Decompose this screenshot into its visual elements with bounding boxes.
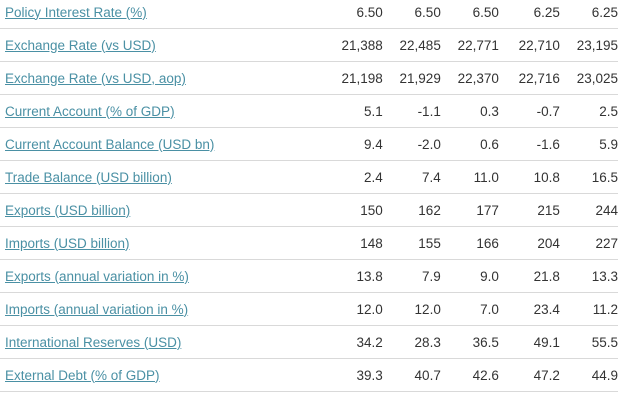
table-row: Current Account (% of GDP) 5.1 -1.1 0.3 … <box>0 94 618 128</box>
value-cell: 2.4 <box>324 160 383 194</box>
indicator-link-exchange-rate-aop[interactable]: Exchange Rate (vs USD, aop) <box>5 70 186 86</box>
value-cell: 10.8 <box>498 160 560 194</box>
row-label-cell: Imports (annual variation in %) <box>0 292 325 326</box>
value-cell: -2.0 <box>382 127 441 161</box>
value-cell: 0.3 <box>440 94 499 128</box>
row-label-cell: Current Account Balance (USD bn) <box>0 127 325 161</box>
row-label-cell: Current Account (% of GDP) <box>0 94 325 128</box>
value-cell: 21,929 <box>382 61 441 95</box>
value-cell: 49.1 <box>498 325 560 359</box>
indicator-link-current-account-gdp[interactable]: Current Account (% of GDP) <box>5 103 175 119</box>
table-row: Imports (annual variation in %) 12.0 12.… <box>0 292 618 326</box>
value-cell: 28.3 <box>382 325 441 359</box>
indicator-link-policy-interest-rate[interactable]: Policy Interest Rate (%) <box>5 4 147 20</box>
value-cell: 13.8 <box>324 259 383 293</box>
value-cell: 55.5 <box>559 325 618 359</box>
value-cell: 47.2 <box>498 358 560 392</box>
value-cell: 23,195 <box>559 28 618 62</box>
value-cell: 244 <box>559 193 618 227</box>
indicator-link-imports-variation[interactable]: Imports (annual variation in %) <box>5 301 189 317</box>
indicator-link-imports-usd[interactable]: Imports (USD billion) <box>5 235 130 251</box>
table-row: Current Account Balance (USD bn) 9.4 -2.… <box>0 127 618 161</box>
value-cell: 9.4 <box>324 127 383 161</box>
value-cell: 150 <box>324 193 383 227</box>
value-cell: 5.9 <box>559 127 618 161</box>
value-cell: 227 <box>559 226 618 260</box>
indicator-link-exports-usd[interactable]: Exports (USD billion) <box>5 202 131 218</box>
table-row: Trade Balance (USD billion) 2.4 7.4 11.0… <box>0 160 618 194</box>
value-cell: 204 <box>498 226 560 260</box>
value-cell: 22,710 <box>498 28 560 62</box>
table-row: Exports (annual variation in %) 13.8 7.9… <box>0 259 618 293</box>
value-cell: 9.0 <box>440 259 499 293</box>
value-cell: 34.2 <box>324 325 383 359</box>
row-label-cell: Imports (USD billion) <box>0 226 325 260</box>
value-cell: 12.0 <box>382 292 441 326</box>
value-cell: 21,388 <box>324 28 383 62</box>
value-cell: 7.4 <box>382 160 441 194</box>
value-cell: 12.0 <box>324 292 383 326</box>
value-cell: 11.0 <box>440 160 499 194</box>
value-cell: 42.6 <box>440 358 499 392</box>
value-cell: 23,025 <box>559 61 618 95</box>
value-cell: 21,198 <box>324 61 383 95</box>
value-cell: 23.4 <box>498 292 560 326</box>
economic-indicators-table: Policy Interest Rate (%) 6.50 6.50 6.50 … <box>0 0 618 392</box>
row-label-cell: Policy Interest Rate (%) <box>0 0 325 29</box>
value-cell: 6.25 <box>498 0 560 29</box>
value-cell: -0.7 <box>498 94 560 128</box>
row-label-cell: International Reserves (USD) <box>0 325 325 359</box>
value-cell: 166 <box>440 226 499 260</box>
value-cell: 16.5 <box>559 160 618 194</box>
value-cell: 7.9 <box>382 259 441 293</box>
row-label-cell: Exports (annual variation in %) <box>0 259 325 293</box>
value-cell: 5.1 <box>324 94 383 128</box>
indicator-link-external-debt[interactable]: External Debt (% of GDP) <box>5 367 160 383</box>
row-label-cell: Trade Balance (USD billion) <box>0 160 325 194</box>
table-row: International Reserves (USD) 34.2 28.3 3… <box>0 325 618 359</box>
value-cell: 7.0 <box>440 292 499 326</box>
value-cell: 6.50 <box>324 0 383 29</box>
value-cell: 6.50 <box>440 0 499 29</box>
value-cell: 22,370 <box>440 61 499 95</box>
indicator-link-exchange-rate[interactable]: Exchange Rate (vs USD) <box>5 37 156 53</box>
indicator-link-international-reserves[interactable]: International Reserves (USD) <box>5 334 182 350</box>
indicator-link-current-account-balance[interactable]: Current Account Balance (USD bn) <box>5 136 215 152</box>
table-row: Exchange Rate (vs USD, aop) 21,198 21,92… <box>0 61 618 95</box>
value-cell: 36.5 <box>440 325 499 359</box>
value-cell: -1.1 <box>382 94 441 128</box>
row-label-cell: Exchange Rate (vs USD, aop) <box>0 61 325 95</box>
value-cell: 0.6 <box>440 127 499 161</box>
value-cell: 6.50 <box>382 0 441 29</box>
value-cell: 13.3 <box>559 259 618 293</box>
value-cell: -1.6 <box>498 127 560 161</box>
value-cell: 177 <box>440 193 499 227</box>
value-cell: 2.5 <box>559 94 618 128</box>
table-row: Imports (USD billion) 148 155 166 204 22… <box>0 226 618 260</box>
value-cell: 44.9 <box>559 358 618 392</box>
row-label-cell: Exports (USD billion) <box>0 193 325 227</box>
table-row: Policy Interest Rate (%) 6.50 6.50 6.50 … <box>0 0 618 29</box>
value-cell: 39.3 <box>324 358 383 392</box>
row-label-cell: Exchange Rate (vs USD) <box>0 28 325 62</box>
value-cell: 22,771 <box>440 28 499 62</box>
indicator-link-exports-variation[interactable]: Exports (annual variation in %) <box>5 268 189 284</box>
table-row: External Debt (% of GDP) 39.3 40.7 42.6 … <box>0 358 618 392</box>
value-cell: 22,485 <box>382 28 441 62</box>
value-cell: 215 <box>498 193 560 227</box>
value-cell: 40.7 <box>382 358 441 392</box>
indicators-table-body: Policy Interest Rate (%) 6.50 6.50 6.50 … <box>0 0 618 392</box>
value-cell: 155 <box>382 226 441 260</box>
indicator-link-trade-balance[interactable]: Trade Balance (USD billion) <box>5 169 172 185</box>
row-label-cell: External Debt (% of GDP) <box>0 358 325 392</box>
value-cell: 22,716 <box>498 61 560 95</box>
table-row: Exports (USD billion) 150 162 177 215 24… <box>0 193 618 227</box>
table-row: Exchange Rate (vs USD) 21,388 22,485 22,… <box>0 28 618 62</box>
value-cell: 6.25 <box>559 0 618 29</box>
value-cell: 148 <box>324 226 383 260</box>
value-cell: 162 <box>382 193 441 227</box>
value-cell: 21.8 <box>498 259 560 293</box>
value-cell: 11.2 <box>559 292 618 326</box>
